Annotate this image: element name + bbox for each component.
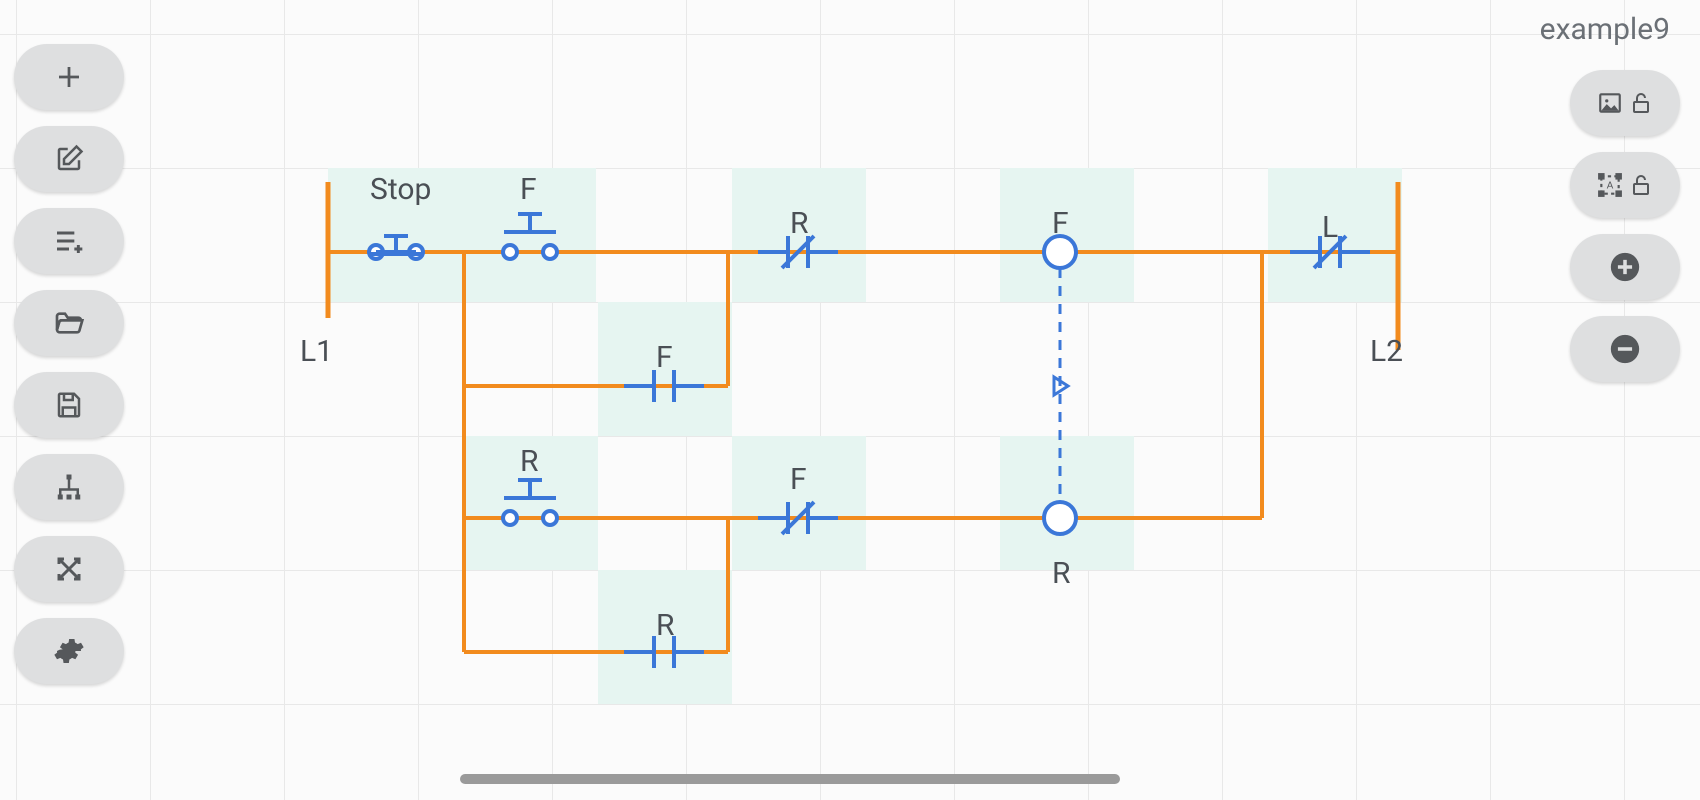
component-label: R [656,608,675,643]
diagram-svg [0,0,1700,800]
component-label: R [1052,556,1071,591]
rail-label: L2 [1370,334,1403,369]
component-label: L [1322,210,1338,245]
ladder-diagram[interactable]: L1 L2 Stop F R F L F R F R R [0,0,1700,800]
component-label: F [790,462,807,497]
component-label: Stop [370,172,431,207]
component-label: F [656,340,673,375]
horizontal-scrollbar[interactable] [460,774,1120,784]
rail-label: L1 [300,334,333,369]
component-label: R [790,206,809,241]
component-label: F [520,172,537,207]
component-label: F [1052,206,1069,241]
component-label: R [520,444,539,479]
